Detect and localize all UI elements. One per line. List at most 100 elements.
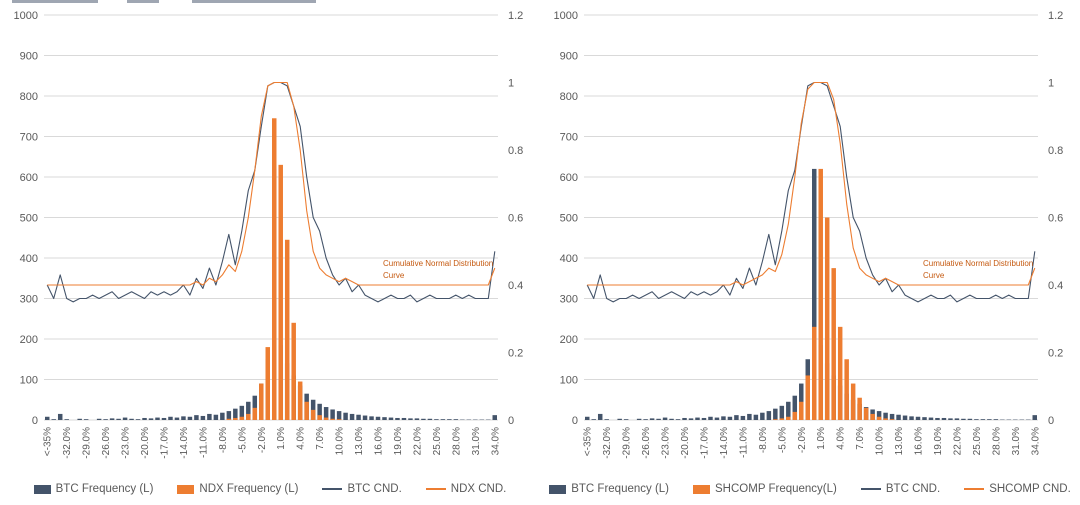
x-axis-tick-label: -23.0% [661,427,672,459]
bar [148,418,154,420]
bar [213,414,219,420]
x-axis-tick-label: 16.0% [374,427,385,455]
right-axis-tick-label: 0.4 [508,280,523,292]
legend-label: BTC Frequency (L) [55,483,154,495]
bar [954,418,960,420]
bar [818,168,823,420]
legend-label: BTC Frequency (L) [571,483,670,495]
x-axis-tick-label: -29.0% [622,427,633,459]
x-axis-tick-label: -26.0% [641,427,652,459]
bar [252,407,258,420]
bar [330,418,335,420]
right-axis-tick-label: 0 [1048,415,1054,427]
x-axis-tick-label: -32.0% [62,427,73,459]
ndx-frequency-l-bars [226,118,342,421]
bar [844,359,849,420]
right-axis-tick-label: 0.8 [508,145,523,157]
bar [259,383,264,420]
chart-legend: BTC Frequency (L) SHCOMP Frequency(L) BTC … [540,474,1080,504]
bar [103,419,108,420]
bar [883,418,888,420]
bar [220,412,225,420]
bar [421,418,426,420]
bar [395,417,400,420]
right-axis-tick-label: 0.6 [508,213,523,225]
right-axis-tick-label: 0.2 [1048,348,1063,360]
bar [382,417,387,420]
bar [623,419,629,420]
x-axis-tick-label: -14.0% [719,427,730,459]
bar [109,418,115,420]
bar [935,417,940,420]
bar [850,383,856,420]
right-axis-tick-label: 1.2 [1048,10,1063,22]
bar [323,417,329,420]
x-axis-tick-label: 1.0% [276,427,287,450]
bar [330,409,335,420]
right-axis-tick-label: 0.6 [1048,213,1063,225]
x-axis-tick-label: 16.0% [914,427,925,455]
legend-label: NDX CND. [450,483,507,495]
bar [369,416,374,420]
x-axis-tick-label: -26.0% [101,427,112,459]
bar [980,419,986,420]
bar [695,417,700,420]
left-axis-tick-label: 500 [560,213,578,225]
cropped-text-fragment [127,0,159,3]
cnd-annotation-line2: Curve [383,271,405,280]
cnd-annotation-line1: Cumulative Normal Distribution [383,259,493,268]
bar [585,416,590,420]
bar [226,418,232,420]
bar [993,419,999,420]
left-axis-tick-label: 500 [20,213,38,225]
bar [669,418,674,420]
left-axis-tick-label: 1000 [554,10,578,22]
x-axis-tick-label: 31.0% [471,427,482,455]
bar [297,381,303,420]
left-axis-tick-label: 400 [560,253,578,265]
bar [45,416,50,420]
bar [447,419,452,420]
right-axis-tick-label: 0.4 [1048,280,1063,292]
ndx-frequency-l-swatch [177,484,195,494]
bar [799,401,804,420]
legend-label: NDX Frequency (L) [199,483,299,495]
left-axis-tick-label: 400 [20,253,38,265]
bar [740,415,746,420]
bar [708,416,713,420]
bar [317,415,322,420]
bar [142,417,147,420]
bar [656,418,661,420]
x-axis-tick-label: -32.0% [602,427,613,459]
ndx-cnd-swatch [425,488,446,490]
bar [51,419,56,420]
bar [233,408,238,420]
left-axis-tick-label: 0 [32,415,38,427]
left-axis-tick-label: 800 [20,91,38,103]
ndx-cnd-line [47,81,496,286]
bar [863,407,869,420]
bar [987,419,992,420]
bar [876,411,882,420]
bar [857,397,862,420]
bar [974,419,979,420]
bar [291,322,296,420]
left-axis-tick-label: 0 [572,415,578,427]
left-axis-tick-label: 700 [20,132,38,144]
bar [779,418,785,420]
shcomp-frequency-l-swatch [693,484,711,494]
bar [304,401,309,420]
bar [734,415,739,420]
legend-item: SHCOMP CND. [964,483,1071,495]
bar [239,416,245,420]
bar [317,403,322,420]
bar [174,417,180,420]
x-axis-tick-label: -17.0% [699,427,710,459]
legend-label: SHCOMP Frequency(L) [715,483,837,495]
bar [902,415,908,420]
bar [440,419,446,420]
bar [948,418,953,420]
x-axis-tick-label: 7.0% [855,427,866,450]
bar [915,416,921,420]
x-axis-tick-label: 10.0% [875,427,886,455]
